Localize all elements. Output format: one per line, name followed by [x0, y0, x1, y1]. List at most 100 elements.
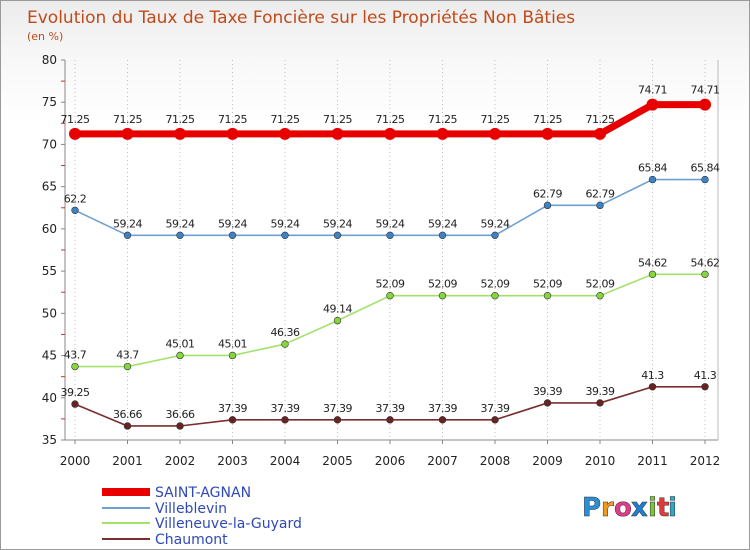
data-label: 71.25: [586, 113, 615, 126]
data-label: 37.39: [428, 402, 457, 415]
x-tick-label: 2012: [690, 454, 721, 468]
data-point: [438, 291, 447, 300]
data-label: 39.39: [586, 385, 615, 398]
data-label: 71.25: [533, 113, 562, 126]
legend: SAINT-AGNANVilleblevinVilleneuve-la-Guya…: [102, 485, 302, 548]
data-label: 59.24: [113, 217, 142, 230]
data-point: [596, 399, 604, 407]
data-label: 59.24: [376, 217, 405, 230]
data-point: [541, 127, 554, 140]
data-point: [491, 291, 499, 300]
data-label: 37.39: [481, 402, 510, 415]
data-label: 71.25: [428, 113, 457, 126]
data-label: 45.01: [218, 337, 247, 350]
data-label: 62.2: [64, 192, 87, 205]
data-label: 59.24: [271, 217, 300, 230]
data-point: [386, 291, 394, 300]
chart-title: Evolution du Taux de Taxe Foncière sur l…: [27, 8, 575, 28]
x-tick-label: 2004: [270, 454, 301, 468]
y-tick-label: 65: [42, 180, 57, 194]
legend-label: Villeblevin: [155, 501, 227, 517]
data-point: [648, 383, 657, 391]
x-tick-label: 2000: [60, 454, 91, 468]
data-point: [701, 383, 709, 391]
data-point: [228, 231, 237, 240]
data-point: [281, 416, 289, 424]
data-label: 59.24: [166, 217, 195, 230]
x-tick-label: 2003: [217, 454, 248, 468]
data-point: [384, 127, 396, 140]
data-point: [543, 291, 552, 300]
data-label: 71.25: [61, 113, 90, 126]
data-label: 52.09: [428, 278, 457, 291]
data-point: [281, 340, 289, 348]
data-label: 52.09: [533, 278, 562, 291]
y-tick-label: 50: [42, 306, 57, 320]
series-group: [69, 98, 711, 430]
data-point: [489, 127, 501, 140]
y-tick-label: 55: [42, 264, 57, 278]
data-label: 74.71: [638, 84, 667, 97]
data-point: [176, 422, 184, 430]
axes: 35 40 45 50 55 60 65 70 75 80 2000 2001 2002 2003 2004…: [42, 53, 721, 468]
logo-letter: t: [657, 493, 669, 523]
data-point: [701, 270, 709, 279]
data-label: 52.09: [481, 278, 510, 291]
data-point: [436, 127, 449, 140]
data-point: [648, 270, 657, 279]
data-point: [648, 175, 657, 184]
data-label: 36.66: [113, 408, 142, 421]
data-point: [71, 362, 79, 371]
data-point: [491, 416, 499, 424]
data-point: [123, 362, 132, 371]
data-label: 46.36: [271, 326, 300, 339]
data-point: [646, 98, 659, 111]
logo-letter: o: [614, 493, 632, 523]
data-label: 59.24: [323, 217, 352, 230]
chart-subtitle: (en %): [27, 30, 63, 43]
data-point: [279, 127, 291, 140]
data-point: [596, 291, 604, 300]
data-point: [69, 127, 81, 140]
data-point: [333, 316, 342, 325]
x-tick-label: 2011: [637, 454, 668, 468]
data-point: [596, 201, 604, 210]
data-point: [228, 351, 237, 360]
data-point: [331, 127, 344, 140]
data-label: 71.25: [323, 113, 352, 126]
data-label: 37.39: [376, 402, 405, 415]
logo-letter: r: [601, 493, 614, 523]
data-label: 43.7: [64, 349, 87, 362]
y-tick-label: 70: [42, 137, 57, 151]
data-point: [176, 231, 184, 240]
data-label: 54.62: [691, 256, 720, 269]
data-point: [121, 127, 134, 140]
x-tick-label: 2007: [427, 454, 458, 468]
data-label: 65.84: [691, 162, 720, 175]
data-label: 39.39: [533, 385, 562, 398]
legend-label: Villeneuve-la-Guyard: [155, 516, 302, 532]
data-point: [176, 351, 184, 360]
data-label: 39.25: [61, 386, 90, 399]
data-labels: 71.25 71.25 71.25 71.25 71.25 71.25 71.25 71.25…: [61, 84, 721, 421]
data-label: 71.25: [481, 113, 510, 126]
logo-letter: i: [668, 493, 677, 523]
data-point: [333, 231, 342, 240]
data-point: [228, 416, 237, 424]
data-label: 71.25: [113, 113, 142, 126]
legend-label: SAINT-AGNAN: [155, 485, 251, 501]
x-tick-label: 2005: [322, 454, 353, 468]
data-point: [701, 175, 709, 184]
data-label: 71.25: [166, 113, 195, 126]
x-tick-label: 2010: [585, 454, 616, 468]
data-label: 54.62: [638, 256, 667, 269]
data-point: [543, 399, 552, 407]
data-point: [594, 127, 606, 140]
x-tick-label: 2006: [375, 454, 406, 468]
data-label: 41.3: [694, 369, 717, 382]
data-label: 45.01: [166, 337, 195, 350]
legend-label: Chaumont: [155, 532, 228, 548]
data-label: 59.24: [218, 217, 247, 230]
